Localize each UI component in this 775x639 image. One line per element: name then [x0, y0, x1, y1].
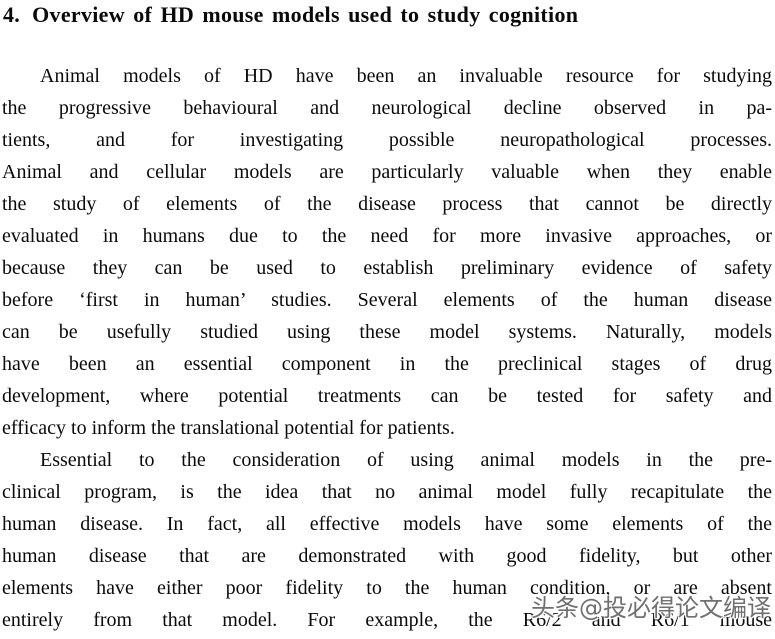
section-heading: 4. Overview of HD mouse models used to st… [3, 1, 772, 29]
text-line: because they can be used to establish pr… [2, 257, 772, 279]
text-line: the progressive behavioural and neurolog… [2, 97, 772, 119]
text-line: efficacy to inform the translational pot… [2, 417, 455, 439]
body-text: Animal models of HD have been an invalua… [2, 60, 772, 636]
text-line: have been an essential component in the … [2, 353, 772, 375]
text-line: entirely from that model. For example, t… [2, 609, 772, 631]
text-line: human disease that are demonstrated with… [2, 545, 772, 567]
text-line: clinical program, is the idea that no an… [2, 481, 772, 503]
text-line: evaluated in humans due to the need for … [2, 225, 772, 247]
text-line: Animal and cellular models are particula… [2, 161, 772, 183]
text-line: the study of elements of the disease pro… [2, 193, 772, 215]
text-line: Essential to the consideration of using … [40, 449, 772, 471]
text-line: tients, and for investigating possible n… [2, 129, 772, 151]
watermark: 头条@投必得论文编译 [531, 594, 771, 622]
text-line: Animal models of HD have been an invalua… [40, 65, 772, 87]
text-line: human disease. In fact, all effective mo… [2, 513, 772, 535]
section-title: Overview of HD mouse models used to stud… [32, 2, 579, 27]
text-line: development, where potential treatments … [2, 385, 772, 407]
text-line: before ‘first in human’ studies. Several… [2, 289, 772, 311]
text-line: can be usefully studied using these mode… [2, 321, 772, 343]
text-line: elements have either poor fidelity to th… [2, 577, 772, 599]
section-number: 4. [3, 2, 21, 27]
paragraph: Essential to the consideration of using … [2, 444, 772, 636]
paragraph: Animal models of HD have been an invalua… [2, 60, 772, 444]
